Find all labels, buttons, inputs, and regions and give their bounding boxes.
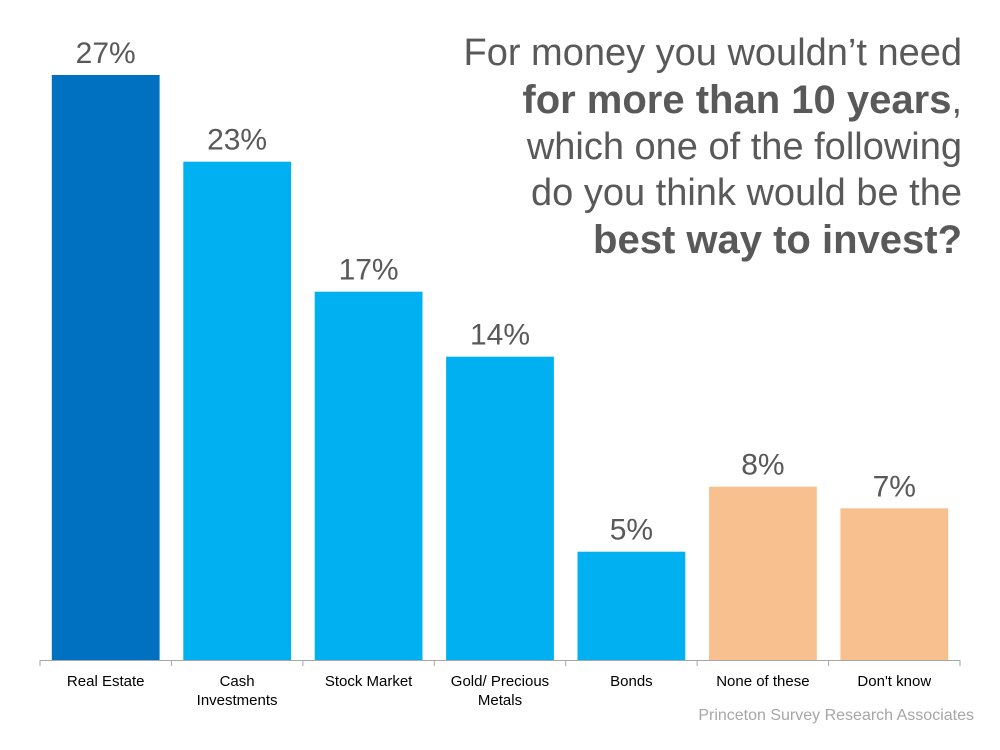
- value-labels-group: 27% 23% 17% 14% 5% 8% 7%: [76, 37, 916, 547]
- title-line-1: For money you wouldn’t need: [463, 32, 962, 74]
- bar-1: [183, 161, 292, 660]
- bar-4: [577, 551, 686, 660]
- x-axis: [39, 660, 961, 666]
- bar-3: [446, 356, 554, 660]
- chart-title: For money you wouldn’t need for more tha…: [402, 30, 962, 264]
- title-line-2: for more than 10 years,: [402, 76, 962, 124]
- category-label-2: Stock Market: [325, 673, 413, 690]
- category-label-0: Real Estate: [67, 673, 145, 690]
- category-label-1: Cash Investments: [197, 673, 278, 709]
- category-labels-group: Real Estate Cash Investments Stock Market Go…: [67, 673, 931, 709]
- title-line-3: which one of the following: [526, 126, 962, 168]
- bar-6: [840, 508, 949, 660]
- bar-0: [51, 75, 160, 660]
- value-label-6: 7%: [873, 470, 916, 503]
- source-credit: Princeton Survey Research Associates: [698, 707, 974, 724]
- title-line-2-suffix: ,: [951, 80, 962, 122]
- bar-2: [314, 291, 423, 660]
- title-line-2-bold: for more than 10 years: [522, 78, 952, 122]
- category-label-5: None of these: [716, 673, 809, 690]
- category-label-3: Gold/ Precious Metals: [451, 673, 549, 709]
- value-label-0: 27%: [76, 37, 136, 70]
- value-label-5: 8%: [741, 449, 784, 482]
- title-line-5: best way to invest?: [593, 218, 962, 262]
- value-label-2: 17%: [339, 254, 399, 287]
- title-line-4: do you think would be the: [531, 172, 962, 214]
- category-label-4: Bonds: [610, 673, 653, 690]
- category-label-6: Don't know: [857, 673, 931, 690]
- bar-5: [709, 486, 817, 660]
- bars-group: [51, 75, 949, 660]
- value-label-4: 5%: [610, 514, 653, 547]
- value-label-1: 23%: [207, 124, 267, 157]
- value-label-3: 14%: [470, 319, 530, 352]
